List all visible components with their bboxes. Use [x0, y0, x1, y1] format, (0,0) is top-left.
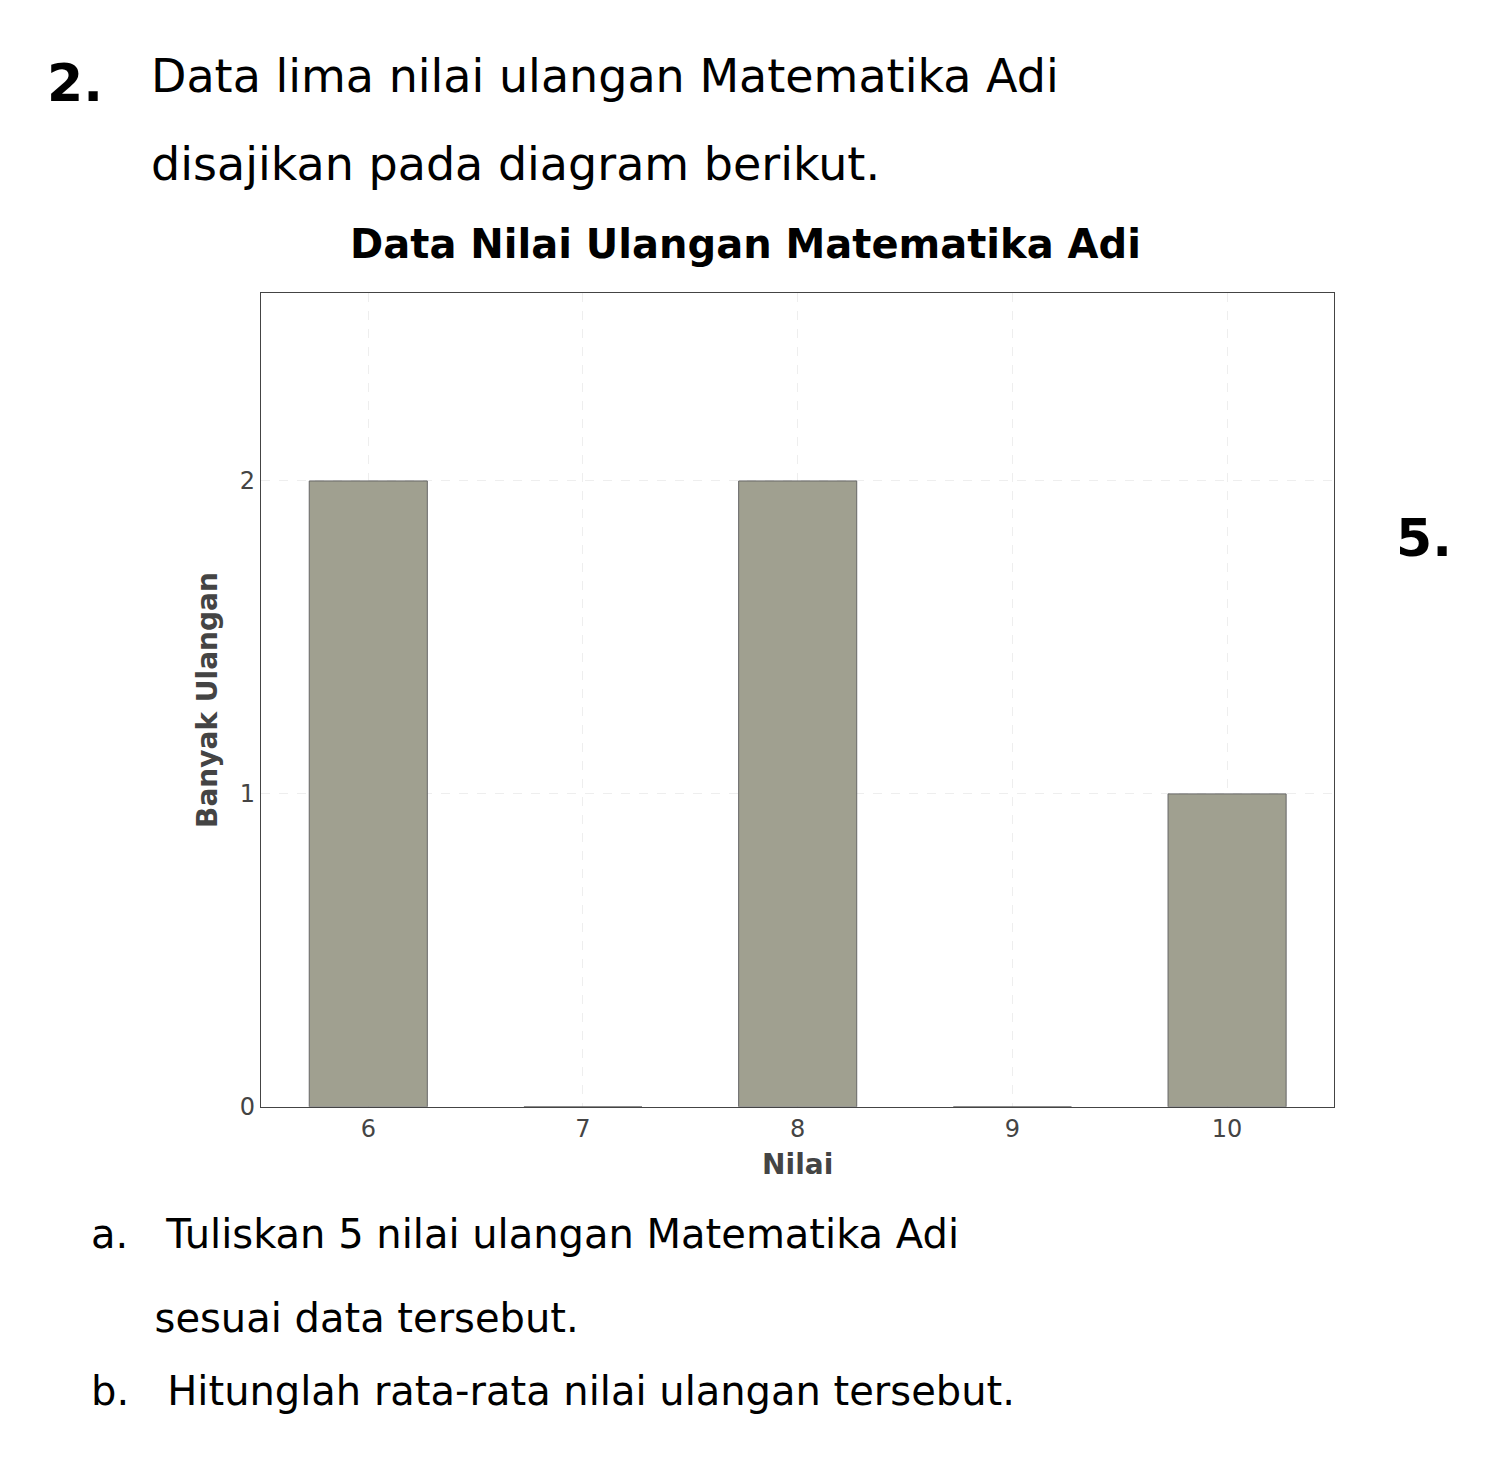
- svg-text:Data Nilai Ulangan Matematika: Data Nilai Ulangan Matematika Adi: [350, 221, 1141, 267]
- svg-text:8: 8: [790, 1115, 805, 1143]
- svg-text:2.: 2.: [47, 53, 103, 113]
- svg-text:6: 6: [361, 1115, 376, 1143]
- svg-text:7: 7: [575, 1115, 590, 1143]
- svg-text:9: 9: [1005, 1115, 1020, 1143]
- svg-text:disajikan pada diagram berikut: disajikan pada diagram berikut.: [151, 137, 880, 191]
- svg-text:0: 0: [240, 1093, 255, 1121]
- svg-text:Nilai: Nilai: [762, 1148, 833, 1181]
- svg-text:sesuai data tersebut.: sesuai data tersebut.: [91, 1295, 579, 1341]
- svg-text:Banyak Ulangan: Banyak Ulangan: [191, 572, 224, 828]
- svg-text:Data lima nilai ulangan Matema: Data lima nilai ulangan Matematika Adi: [151, 49, 1059, 103]
- svg-text:5.: 5.: [1396, 508, 1452, 568]
- svg-text:10: 10: [1212, 1115, 1243, 1143]
- svg-text:b. Hitunglah rata-rata nilai: b. Hitunglah rata-rata nilai ulangan ter…: [91, 1368, 1015, 1414]
- svg-text:1: 1: [240, 780, 255, 808]
- svg-text:a. Tuliskan 5 nilai ulangan: a. Tuliskan 5 nilai ulangan Matematika A…: [91, 1211, 959, 1257]
- svg-text:2: 2: [240, 467, 255, 495]
